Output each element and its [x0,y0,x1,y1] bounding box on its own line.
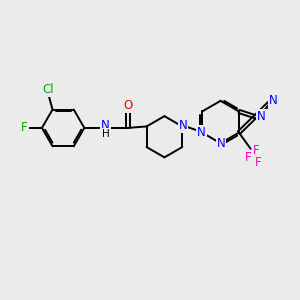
Text: N: N [257,110,266,123]
Text: F: F [245,151,252,164]
Text: N: N [217,137,226,150]
Text: F: F [253,144,260,157]
Text: N: N [268,94,278,107]
Text: N: N [178,119,187,132]
Text: F: F [255,156,262,169]
Text: N: N [197,125,206,139]
Text: F: F [21,122,28,134]
Text: Cl: Cl [42,83,54,96]
Text: H: H [102,129,110,139]
Text: N: N [101,119,110,132]
Text: O: O [123,99,132,112]
